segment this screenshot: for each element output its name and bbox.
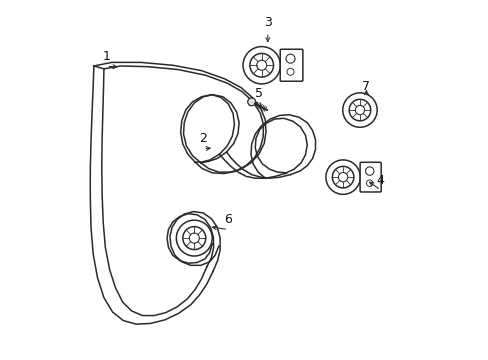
Text: 3: 3 — [264, 16, 271, 29]
Text: 2: 2 — [199, 132, 207, 145]
Circle shape — [247, 98, 255, 106]
Circle shape — [285, 54, 294, 63]
Circle shape — [243, 46, 280, 84]
Text: 7: 7 — [362, 80, 370, 93]
Text: 1: 1 — [102, 50, 110, 63]
FancyBboxPatch shape — [359, 162, 381, 192]
Circle shape — [365, 167, 373, 175]
Circle shape — [176, 220, 212, 256]
Circle shape — [342, 93, 376, 127]
Circle shape — [325, 160, 360, 194]
Text: 4: 4 — [376, 174, 384, 186]
FancyBboxPatch shape — [280, 49, 302, 81]
Text: 6: 6 — [224, 213, 232, 226]
Circle shape — [366, 180, 372, 186]
Text: 5: 5 — [254, 87, 263, 100]
Circle shape — [286, 68, 293, 75]
